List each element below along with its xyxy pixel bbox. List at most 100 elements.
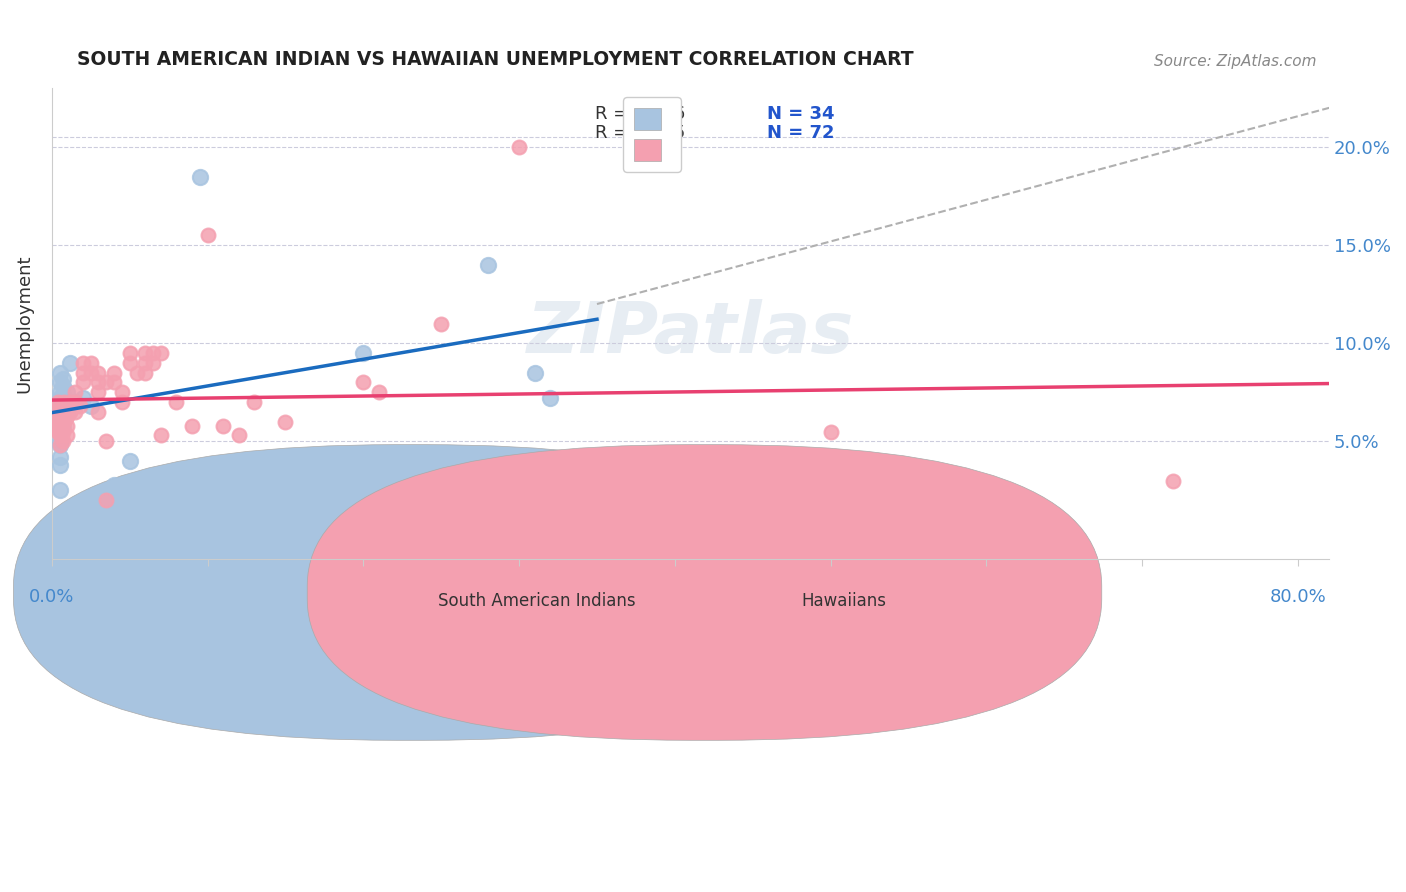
Point [48, 399, 70, 413]
Point [44, 405, 66, 419]
Point [212, 418, 235, 433]
Point [127, 366, 149, 380]
Point [52, 434, 75, 449]
Text: South American Indians: South American Indians [439, 592, 636, 610]
Text: N = 72: N = 72 [768, 124, 835, 142]
Point [96, 434, 118, 449]
Point [508, 140, 530, 154]
Point [69, 399, 91, 413]
Text: N = 34: N = 34 [768, 105, 835, 123]
Point [188, 169, 211, 184]
Point [111, 385, 134, 400]
Point [118, 454, 141, 468]
Point [53, 415, 76, 429]
Point [48, 434, 70, 449]
Text: R = 0.415: R = 0.415 [595, 124, 685, 142]
Point [87, 405, 110, 419]
Text: 0.0%: 0.0% [30, 589, 75, 607]
Point [48, 409, 70, 423]
Point [48, 483, 70, 498]
Text: ZIPatlas: ZIPatlas [527, 299, 853, 368]
Text: 80.0%: 80.0% [1270, 589, 1326, 607]
Point [111, 395, 134, 409]
Point [103, 477, 125, 491]
Point [49, 405, 72, 419]
Legend: , : , [623, 97, 681, 172]
Point [48, 458, 70, 472]
Text: Hawaiians: Hawaiians [801, 592, 886, 610]
Point [52, 420, 75, 434]
Point [56, 395, 79, 409]
Point [52, 425, 75, 439]
Point [48, 399, 70, 413]
Point [56, 399, 79, 413]
Point [46, 415, 69, 429]
Point [48, 391, 70, 405]
Point [80, 356, 103, 370]
Point [352, 376, 374, 390]
Point [72, 356, 94, 370]
Point [72, 366, 94, 380]
Text: SOUTH AMERICAN INDIAN VS HAWAIIAN UNEMPLOYMENT CORRELATION CHART: SOUTH AMERICAN INDIAN VS HAWAIIAN UNEMPL… [77, 51, 914, 70]
Point [118, 356, 141, 370]
Point [80, 399, 103, 413]
Point [48, 438, 70, 452]
Point [586, 454, 609, 468]
Point [56, 385, 79, 400]
Point [197, 228, 219, 243]
Point [142, 346, 165, 360]
Point [59, 405, 82, 419]
Point [49, 415, 72, 429]
Point [48, 366, 70, 380]
Point [56, 405, 79, 419]
Point [96, 493, 118, 508]
Point [55, 410, 77, 425]
Point [48, 418, 70, 433]
Point [52, 415, 75, 429]
Point [48, 376, 70, 390]
Point [228, 428, 250, 442]
Text: R = 0.516: R = 0.516 [595, 105, 685, 123]
Point [63, 395, 86, 409]
Point [59, 395, 82, 409]
Point [134, 346, 156, 360]
Point [53, 405, 76, 419]
Point [48, 438, 70, 452]
Point [48, 409, 70, 423]
Point [72, 391, 94, 405]
Point [523, 366, 546, 380]
Point [72, 376, 94, 390]
Point [820, 425, 842, 439]
Point [63, 405, 86, 419]
Point [56, 428, 79, 442]
Point [538, 391, 561, 405]
Point [48, 423, 70, 437]
Point [56, 409, 79, 423]
Point [80, 366, 103, 380]
Point [134, 366, 156, 380]
Point [52, 405, 75, 419]
Point [63, 395, 86, 409]
Point [59, 356, 82, 370]
Point [46, 425, 69, 439]
Point [87, 376, 110, 390]
Point [48, 428, 70, 442]
Point [56, 418, 79, 433]
Point [142, 356, 165, 370]
Point [165, 395, 187, 409]
Point [48, 385, 70, 400]
Point [134, 356, 156, 370]
Point [149, 346, 172, 360]
Point [118, 346, 141, 360]
Point [49, 425, 72, 439]
Point [52, 379, 75, 393]
Point [103, 376, 125, 390]
Point [87, 385, 110, 400]
Point [477, 258, 499, 272]
Point [430, 317, 453, 331]
Point [48, 415, 70, 429]
Point [52, 405, 75, 419]
Point [87, 366, 110, 380]
Text: Source: ZipAtlas.com: Source: ZipAtlas.com [1154, 54, 1316, 70]
Point [46, 395, 69, 409]
